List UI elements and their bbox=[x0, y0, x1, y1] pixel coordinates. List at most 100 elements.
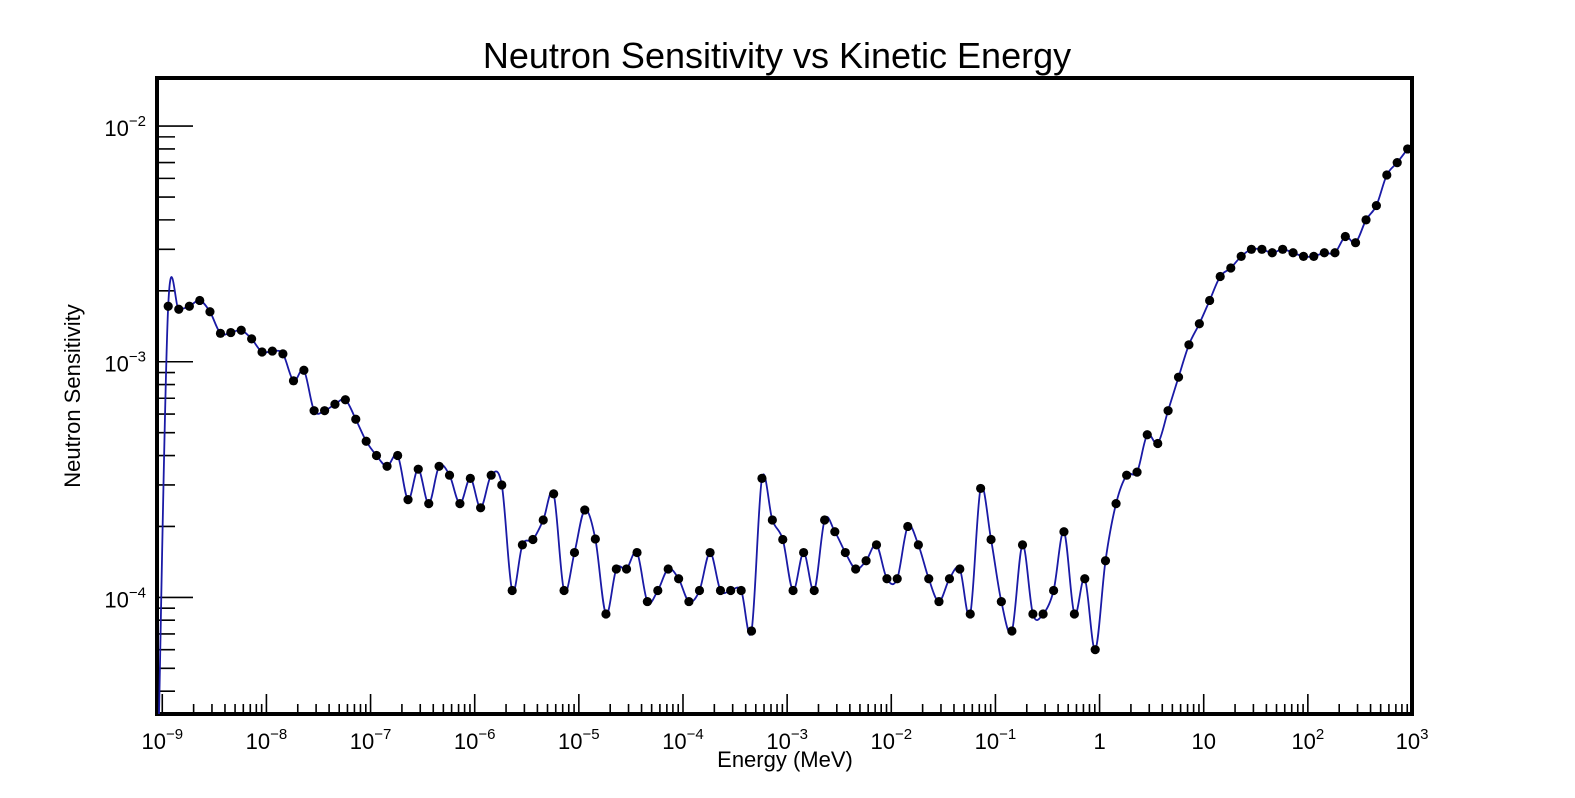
data-point bbox=[1330, 248, 1340, 258]
data-point bbox=[278, 349, 288, 359]
data-point bbox=[163, 301, 173, 311]
x-tick-label: 10−1 bbox=[975, 726, 1017, 754]
data-point bbox=[309, 406, 319, 416]
axis-ticks bbox=[156, 125, 1413, 714]
data-point bbox=[424, 499, 434, 509]
data-point bbox=[299, 365, 309, 375]
x-tick-label: 10−3 bbox=[766, 726, 808, 754]
series-line bbox=[158, 148, 1409, 715]
data-point bbox=[226, 327, 236, 338]
data-point bbox=[1038, 609, 1048, 619]
data-point bbox=[684, 596, 694, 607]
data-point bbox=[632, 547, 642, 558]
data-point bbox=[1382, 170, 1392, 180]
data-point bbox=[559, 585, 569, 596]
data-point bbox=[1403, 144, 1413, 154]
data-point bbox=[528, 534, 538, 545]
data-point bbox=[580, 505, 590, 515]
x-tick-label: 10−4 bbox=[662, 726, 704, 754]
chart-title: Neutron Sensitivity vs Kinetic Energy bbox=[483, 35, 1071, 76]
data-point bbox=[382, 461, 392, 471]
data-point bbox=[1017, 540, 1028, 550]
data-point bbox=[1371, 200, 1381, 211]
data-point bbox=[247, 334, 257, 344]
data-point bbox=[288, 376, 299, 386]
data-point bbox=[174, 304, 184, 314]
data-point bbox=[497, 480, 507, 490]
data-point bbox=[1184, 340, 1194, 350]
data-point bbox=[1278, 244, 1288, 254]
data-point bbox=[1153, 438, 1163, 449]
data-point bbox=[851, 564, 861, 574]
data-point bbox=[986, 534, 996, 545]
data-point bbox=[1049, 585, 1059, 596]
data-point bbox=[517, 540, 527, 550]
x-tick-label: 10 bbox=[1191, 729, 1215, 754]
data-point bbox=[799, 547, 809, 558]
data-point bbox=[1132, 467, 1142, 477]
data-point bbox=[1361, 215, 1371, 225]
data-point bbox=[1350, 238, 1361, 248]
x-tick-label: 103 bbox=[1396, 726, 1429, 754]
data-point bbox=[653, 585, 663, 596]
data-point bbox=[1100, 556, 1111, 566]
data-point bbox=[1257, 244, 1267, 254]
data-point bbox=[1205, 295, 1215, 306]
data-point bbox=[996, 596, 1006, 607]
data-point bbox=[1267, 248, 1277, 258]
x-tick-label: 10−2 bbox=[870, 726, 912, 754]
data-point bbox=[1246, 244, 1256, 254]
data-point bbox=[778, 534, 788, 545]
data-point bbox=[1007, 626, 1017, 636]
data-point bbox=[1142, 430, 1152, 440]
data-point bbox=[215, 328, 226, 338]
data-point bbox=[236, 325, 246, 335]
data-point bbox=[205, 307, 215, 317]
y-tick-labels: 10−4 10−3 10−2 bbox=[104, 113, 146, 612]
data-point bbox=[1309, 251, 1319, 261]
data-point bbox=[257, 347, 267, 357]
data-point bbox=[403, 495, 413, 505]
data-point bbox=[371, 450, 382, 461]
plot-frame bbox=[155, 76, 1414, 716]
data-point bbox=[944, 574, 955, 584]
y-tick-label: 10−3 bbox=[104, 349, 146, 377]
x-tick-label: 1 bbox=[1093, 729, 1105, 754]
data-point bbox=[507, 585, 517, 596]
data-point bbox=[663, 564, 673, 574]
plot-area bbox=[158, 144, 1413, 715]
data-point bbox=[830, 527, 840, 537]
data-point bbox=[705, 547, 715, 558]
data-point bbox=[892, 574, 902, 584]
data-point bbox=[361, 436, 371, 446]
data-point bbox=[871, 540, 882, 550]
x-tick-label: 102 bbox=[1291, 726, 1324, 754]
data-point bbox=[611, 564, 621, 574]
data-point bbox=[434, 461, 444, 471]
data-point bbox=[1298, 251, 1309, 261]
data-point bbox=[809, 585, 819, 596]
data-point bbox=[549, 489, 559, 499]
data-point bbox=[1340, 231, 1350, 242]
data-point bbox=[965, 609, 975, 619]
data-point bbox=[455, 499, 465, 509]
data-point bbox=[726, 585, 736, 596]
data-point bbox=[330, 399, 340, 409]
data-point bbox=[757, 473, 767, 483]
data-point bbox=[465, 473, 475, 483]
data-point bbox=[393, 450, 403, 461]
data-point bbox=[1319, 248, 1329, 258]
data-point bbox=[184, 301, 194, 311]
data-point bbox=[1111, 499, 1121, 509]
x-tick-label: 10−7 bbox=[350, 726, 392, 754]
data-point bbox=[320, 406, 330, 416]
data-point bbox=[694, 585, 705, 596]
data-point bbox=[820, 515, 830, 525]
y-tick-label: 10−4 bbox=[104, 584, 146, 612]
data-point bbox=[934, 596, 944, 607]
y-tick-label: 10−2 bbox=[104, 113, 146, 141]
x-tick-label: 10−5 bbox=[558, 726, 600, 754]
data-point bbox=[736, 585, 746, 596]
data-point bbox=[1392, 158, 1402, 168]
